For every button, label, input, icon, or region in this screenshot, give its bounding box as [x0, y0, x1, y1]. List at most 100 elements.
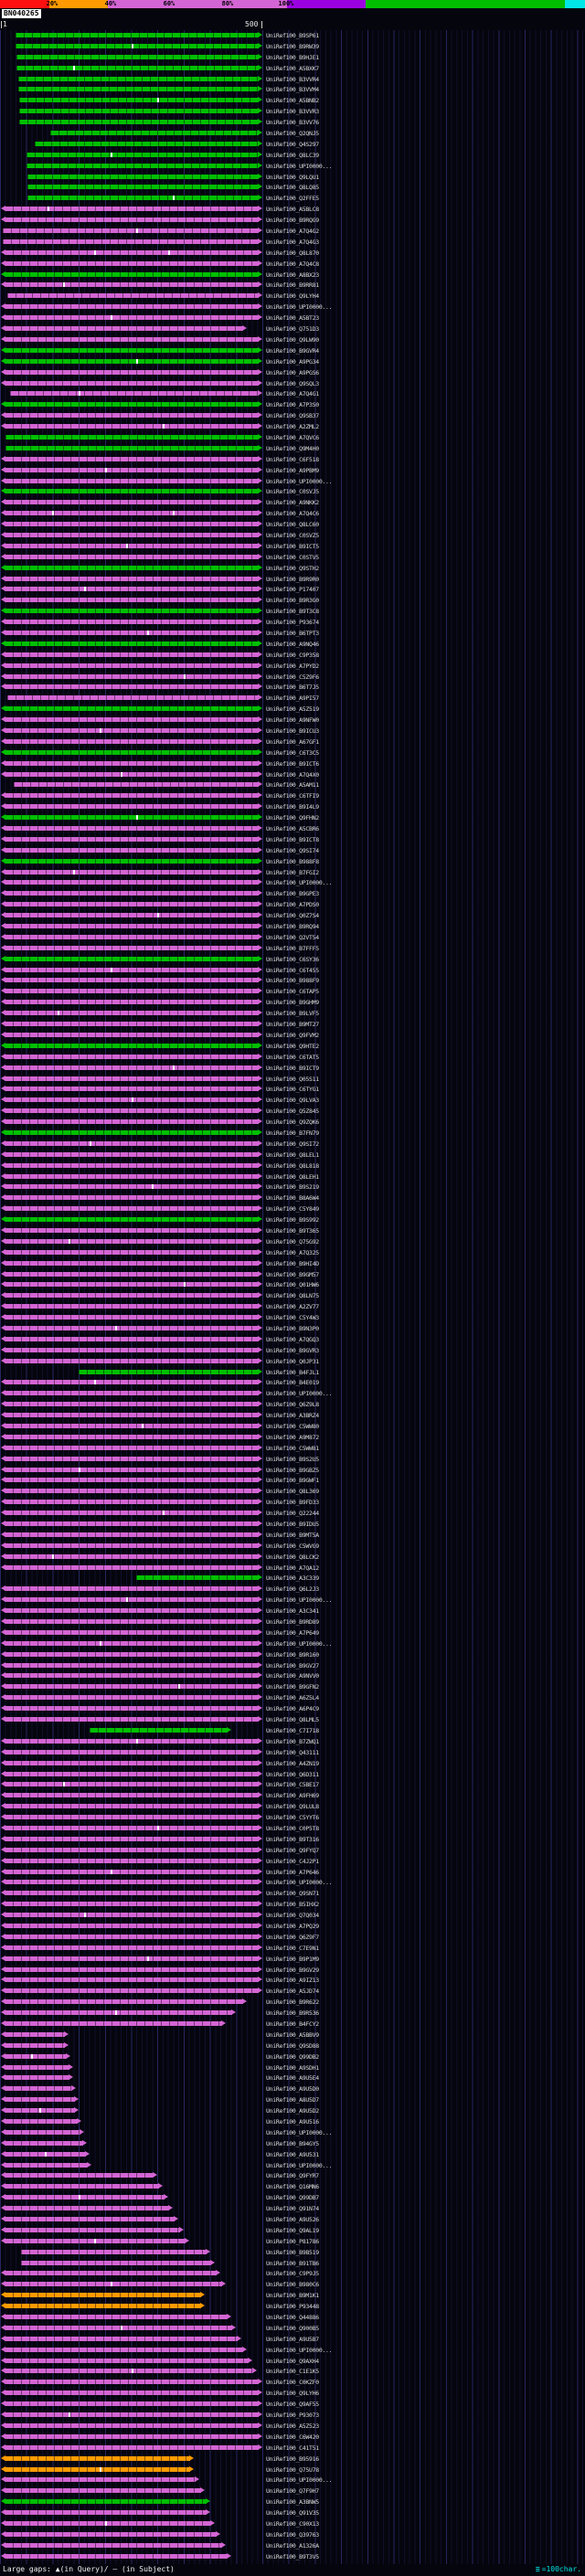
alignment-bar[interactable]: [5, 598, 259, 603]
subject-label[interactable]: UniRef100_B9MT5A: [266, 1531, 319, 1539]
alignment-bar[interactable]: [5, 2520, 212, 2526]
alignment-bar[interactable]: [5, 728, 259, 733]
alignment-bar[interactable]: [13, 782, 260, 788]
alignment-row[interactable]: UniRef100_Q99DB2: [0, 2051, 585, 2062]
alignment-row[interactable]: UniRef100_UPI0000...: [0, 2160, 585, 2171]
alignment-row[interactable]: UniRef100_Q9LUL8: [0, 1801, 585, 1812]
alignment-bar[interactable]: [5, 1358, 259, 1363]
alignment-row[interactable]: UniRef100_Q6L2J3: [0, 1584, 585, 1595]
alignment-bar[interactable]: [16, 65, 259, 70]
alignment-bar[interactable]: [5, 1717, 259, 1723]
subject-label[interactable]: UniRef100_B9R9R0: [266, 575, 319, 583]
subject-label[interactable]: UniRef100_B9ICT9: [266, 1064, 319, 1072]
alignment-row[interactable]: UniRef100_Q05S11: [0, 1074, 585, 1085]
subject-label[interactable]: UniRef100_A9U5E4: [266, 2074, 319, 2083]
subject-label[interactable]: UniRef100_B9R160: [266, 1650, 319, 1659]
alignment-bar[interactable]: [3, 239, 259, 244]
subject-label[interactable]: UniRef100_A9NQ46: [266, 640, 319, 648]
alignment-row[interactable]: UniRef100_B3VVM4: [0, 84, 585, 95]
alignment-bar[interactable]: [5, 1043, 259, 1048]
alignment-row[interactable]: UniRef100_A2ZV77: [0, 1301, 585, 1312]
alignment-bar[interactable]: [5, 1695, 259, 1701]
alignment-row[interactable]: UniRef100_A3BNW5: [0, 2496, 585, 2507]
alignment-bar[interactable]: [5, 1140, 259, 1146]
alignment-bar[interactable]: [5, 1923, 259, 1928]
subject-label[interactable]: UniRef100_Q6Z9L8: [266, 1401, 319, 1409]
alignment-row[interactable]: UniRef100_UPI0000...: [0, 1388, 585, 1399]
subject-label[interactable]: UniRef100_A3BRZ4: [266, 1412, 319, 1420]
alignment-row[interactable]: UniRef100_B9RD89: [0, 1617, 585, 1627]
alignment-bar[interactable]: [5, 1782, 259, 1787]
alignment-bar[interactable]: [5, 1162, 259, 1168]
subject-label[interactable]: UniRef100_C7I718: [266, 1726, 319, 1734]
alignment-row[interactable]: UniRef100_A7P646: [0, 1867, 585, 1878]
alignment-row[interactable]: UniRef100_B91TB6: [0, 2258, 585, 2269]
subject-label[interactable]: UniRef100_Q8LEL1: [266, 1150, 319, 1159]
alignment-bar[interactable]: [5, 749, 259, 755]
alignment-bar[interactable]: [7, 695, 259, 701]
subject-label[interactable]: UniRef100_A2ZML2: [266, 423, 319, 431]
alignment-bar[interactable]: [17, 76, 260, 81]
subject-label[interactable]: UniRef100_Q8LC39: [266, 151, 319, 159]
alignment-row[interactable]: UniRef100_UPI0000...: [0, 2127, 585, 2138]
alignment-bar[interactable]: [5, 1011, 259, 1016]
alignment-row[interactable]: UniRef100_B9GPE3: [0, 888, 585, 899]
alignment-row[interactable]: UniRef100_Q7F9H7: [0, 2486, 585, 2496]
alignment-row[interactable]: UniRef100_C5WVG9: [0, 1541, 585, 1552]
alignment-bar[interactable]: [5, 1249, 259, 1255]
alignment-row[interactable]: UniRef100_A5Z523: [0, 2421, 585, 2432]
alignment-bar[interactable]: [5, 1489, 259, 1494]
subject-label[interactable]: UniRef100_B95916: [266, 2454, 319, 2463]
subject-label[interactable]: UniRef100_C6TAT5: [266, 1053, 319, 1061]
subject-label[interactable]: UniRef100_C5WW81: [266, 1444, 319, 1452]
subject-label[interactable]: UniRef100_Q8LC60: [266, 521, 319, 529]
alignment-row[interactable]: UniRef100_Q9ZQK6: [0, 1117, 585, 1128]
alignment-bar[interactable]: [5, 2422, 259, 2428]
alignment-row[interactable]: UniRef100_B9I4L9: [0, 801, 585, 812]
subject-label[interactable]: UniRef100_A9PGS6: [266, 368, 319, 376]
subject-label[interactable]: UniRef100_B9RQG9: [266, 217, 319, 225]
alignment-row[interactable]: UniRef100_B980C6: [0, 2279, 585, 2290]
subject-label[interactable]: UniRef100_B9S219: [266, 1183, 319, 1192]
alignment-row[interactable]: UniRef100_C6T3C5: [0, 747, 585, 758]
alignment-bar[interactable]: [5, 2455, 191, 2461]
alignment-bar[interactable]: [26, 152, 260, 157]
alignment-row[interactable]: UniRef100_A3C341: [0, 1606, 585, 1617]
subject-label[interactable]: UniRef100_A9PBM9: [266, 466, 319, 474]
alignment-bar[interactable]: [16, 43, 259, 48]
subject-label[interactable]: UniRef100_B9ICT5: [266, 542, 319, 550]
subject-label[interactable]: UniRef100_UPI0000...: [266, 1879, 333, 1887]
alignment-row[interactable]: UniRef100_B5IHX2: [0, 1899, 585, 1910]
alignment-row[interactable]: UniRef100_B9HJE1: [0, 52, 585, 63]
alignment-bar[interactable]: [5, 2336, 239, 2341]
alignment-bar[interactable]: [5, 1184, 259, 1190]
alignment-bar[interactable]: [26, 163, 260, 168]
alignment-bar[interactable]: [5, 2444, 259, 2450]
subject-label[interactable]: UniRef100_B9RD89: [266, 1618, 319, 1627]
alignment-row[interactable]: UniRef100_C5Y4W3: [0, 1312, 585, 1323]
alignment-bar[interactable]: [5, 1597, 259, 1603]
alignment-bar[interactable]: [27, 185, 260, 190]
subject-label[interactable]: UniRef100_B3VV76: [266, 119, 319, 127]
alignment-bar[interactable]: [5, 402, 259, 408]
subject-label[interactable]: UniRef100_B9GM57: [266, 1270, 319, 1278]
subject-label[interactable]: UniRef100_B9IDU5: [266, 1521, 319, 1529]
subject-label[interactable]: UniRef100_B9GBZ5: [266, 1466, 319, 1474]
alignment-bar[interactable]: [16, 33, 259, 37]
alignment-bar[interactable]: [5, 2553, 228, 2559]
alignment-bar[interactable]: [5, 336, 259, 342]
alignment-row[interactable]: UniRef100_B8A6W4: [0, 1193, 585, 1203]
alignment-bar[interactable]: [5, 2293, 201, 2298]
subject-label[interactable]: UniRef100_A7Q4X0: [266, 770, 319, 779]
alignment-bar[interactable]: [5, 1238, 259, 1244]
subject-label[interactable]: UniRef100_A8U5D7: [266, 2096, 319, 2104]
alignment-row[interactable]: UniRef100_C5YYT6: [0, 1812, 585, 1823]
alignment-row[interactable]: UniRef100_Q2VT54: [0, 932, 585, 943]
alignment-row[interactable]: UniRef100_B9R9R0: [0, 574, 585, 585]
alignment-bar[interactable]: [5, 967, 259, 972]
alignment-bar[interactable]: [5, 1629, 259, 1635]
subject-label[interactable]: UniRef100_B7FFF5: [266, 944, 319, 952]
alignment-bar[interactable]: [3, 228, 259, 234]
alignment-row[interactable]: UniRef100_Q16MN6: [0, 2181, 585, 2192]
alignment-bar[interactable]: [5, 565, 259, 570]
